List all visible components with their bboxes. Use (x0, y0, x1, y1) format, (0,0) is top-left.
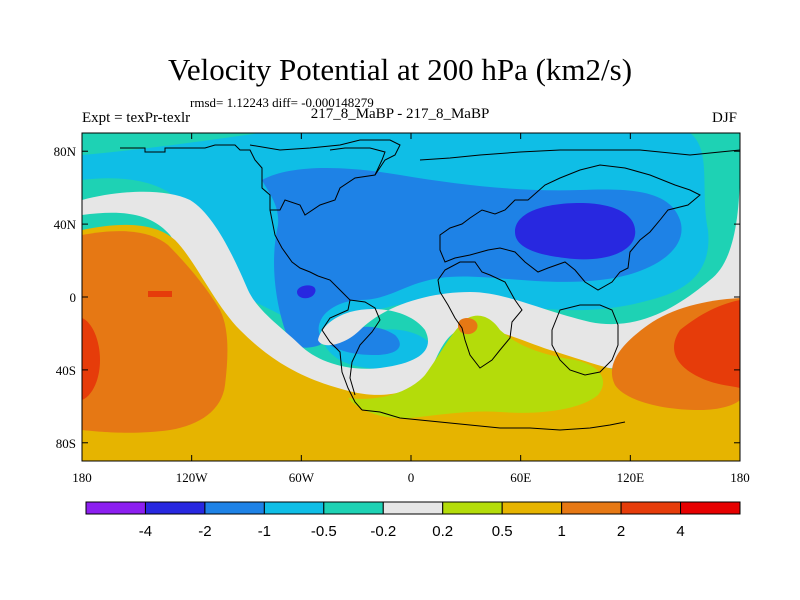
coastline-greenland (329, 147, 386, 176)
coastlines (120, 139, 741, 431)
colorbar-label: -1 (258, 523, 271, 540)
x-tick-label: 120E (617, 470, 645, 485)
colorbar-label: -0.5 (311, 523, 337, 540)
x-tick-label: 0 (408, 470, 415, 485)
y-tick-label: 0 (70, 290, 77, 305)
y-tick-label: 80S (56, 436, 76, 451)
colorbar-swatch (144, 501, 206, 515)
pacific-red-spot (148, 291, 172, 297)
y-tick-label: 80N (54, 144, 77, 159)
colorbar-swatch (680, 501, 741, 515)
colorbar-swatch (382, 501, 444, 515)
coastline-africa (437, 261, 523, 369)
colorbar-swatch (501, 501, 563, 515)
colorbar-label: -4 (139, 523, 152, 540)
y-tick-label: 40S (56, 363, 76, 378)
chart-subtitle: 217_8_MaBP - 217_8_MaBP (310, 106, 490, 122)
colorbar-swatch (85, 501, 146, 515)
x-tick-label: 120W (176, 470, 209, 485)
coastline-antarctica (361, 409, 626, 431)
stats-label: rmsd= 1.12243 diff= -0.000148279 (190, 95, 374, 110)
eastern-pacific-max (82, 318, 100, 400)
coastline-north-america (120, 139, 401, 216)
colorbar: -4 -2 -1 -0.5 -0.2 0.2 0.5 1 2 4 (85, 501, 741, 540)
coastline-south-america-east (349, 299, 381, 396)
south-atlantic-yellow-green (348, 315, 604, 419)
colorbar-swatch (263, 501, 325, 515)
coastline-eurasia (439, 164, 701, 291)
colorbar-swatch (442, 501, 503, 515)
coastline-arctic (419, 149, 741, 161)
colorbar-label: 4 (676, 523, 684, 540)
colorbar-swatch (561, 501, 622, 515)
x-axis: 180 120W 60W 0 60E 120E 180 (72, 133, 750, 485)
colorbar-swatch (323, 501, 384, 515)
chart-title: Velocity Potential at 200 hPa (km2/s) (167, 52, 633, 87)
colorbar-label: 0.2 (432, 523, 453, 540)
colorbar-swatch (204, 501, 265, 515)
x-tick-label: 180 (72, 470, 92, 485)
central-asia-minimum (515, 203, 636, 260)
y-tick-label: 40N (54, 217, 77, 232)
contour-field (82, 133, 740, 461)
south-america-minimum (297, 285, 316, 299)
colorbar-label: 0.5 (492, 523, 513, 540)
coastline-australia (551, 304, 619, 376)
coastline-central-america (269, 209, 319, 277)
western-pacific-max (674, 300, 740, 388)
eastern-pacific-orange (82, 231, 228, 433)
experiment-label: Expt = texPr-texlr (82, 110, 191, 126)
coastline-south-america (317, 275, 363, 411)
x-tick-label: 60E (510, 470, 531, 485)
x-tick-label: 180 (730, 470, 750, 485)
colorbar-label: 1 (557, 523, 565, 540)
colorbar-label: 2 (617, 523, 625, 540)
colorbar-label: -2 (198, 523, 211, 540)
x-tick-label: 60W (289, 470, 315, 485)
y-axis: 80N 40N 0 40S 80S (54, 144, 740, 451)
colorbar-label: -0.2 (370, 523, 396, 540)
season-label: DJF (712, 110, 738, 126)
colorbar-swatch (620, 501, 682, 515)
